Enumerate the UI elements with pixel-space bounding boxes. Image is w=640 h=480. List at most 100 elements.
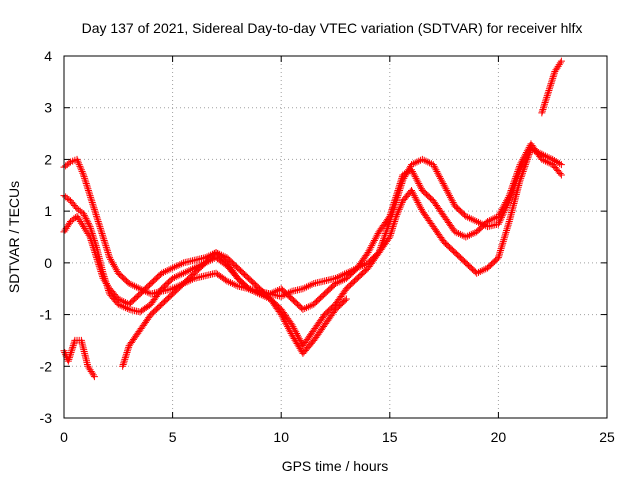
data-point bbox=[299, 305, 307, 313]
data-point bbox=[95, 261, 103, 269]
data-point bbox=[522, 159, 530, 167]
data-point bbox=[557, 57, 565, 65]
data-point bbox=[303, 304, 311, 312]
data-point bbox=[432, 166, 440, 174]
data-point bbox=[82, 215, 90, 223]
data-point bbox=[88, 240, 96, 248]
data-point bbox=[120, 298, 128, 306]
data-point bbox=[120, 359, 128, 367]
data-point bbox=[502, 228, 510, 236]
data-point bbox=[508, 183, 516, 191]
data-point bbox=[394, 209, 402, 217]
data-point bbox=[504, 223, 512, 231]
data-point bbox=[66, 352, 74, 360]
data-point bbox=[96, 266, 104, 274]
data-point bbox=[232, 281, 240, 289]
data-point bbox=[96, 224, 104, 232]
data-point bbox=[393, 188, 401, 196]
data-point bbox=[465, 231, 473, 239]
y-tick-label: -3 bbox=[40, 410, 53, 426]
data-point bbox=[88, 199, 96, 207]
data-point bbox=[85, 188, 93, 196]
data-point bbox=[74, 159, 82, 167]
data-point bbox=[68, 345, 76, 353]
data-point bbox=[170, 263, 178, 271]
data-point bbox=[214, 249, 222, 257]
data-point bbox=[223, 277, 231, 285]
data-point bbox=[494, 254, 502, 262]
data-point bbox=[499, 239, 507, 247]
data-point bbox=[227, 279, 235, 287]
data-point bbox=[119, 362, 127, 370]
data-point bbox=[540, 102, 548, 110]
data-point bbox=[179, 269, 187, 277]
data-point bbox=[174, 272, 182, 280]
data-point bbox=[408, 186, 416, 194]
data-point bbox=[299, 285, 307, 293]
data-point bbox=[163, 267, 171, 275]
data-point bbox=[277, 292, 285, 300]
data-point bbox=[412, 174, 420, 182]
data-point bbox=[335, 278, 343, 286]
data-point bbox=[99, 233, 107, 241]
data-point bbox=[118, 297, 126, 305]
data-point bbox=[518, 171, 526, 179]
data-point bbox=[473, 217, 481, 225]
data-point bbox=[469, 216, 477, 224]
data-point bbox=[97, 267, 105, 275]
data-point bbox=[411, 173, 419, 181]
data-point bbox=[386, 231, 394, 239]
data-point bbox=[389, 204, 397, 212]
data-point bbox=[76, 162, 84, 170]
data-point bbox=[245, 285, 253, 293]
y-tick-label: 0 bbox=[44, 255, 52, 271]
data-point bbox=[422, 157, 430, 165]
data-point bbox=[90, 373, 98, 381]
data-point bbox=[246, 286, 254, 294]
data-point bbox=[397, 200, 405, 208]
data-point bbox=[280, 316, 288, 324]
data-point bbox=[80, 173, 88, 181]
data-point bbox=[90, 205, 98, 213]
data-point bbox=[462, 233, 470, 241]
data-point bbox=[498, 241, 506, 249]
data-point bbox=[539, 105, 547, 113]
data-point bbox=[453, 229, 461, 237]
y-axis-label: SDTVAR / TECUs bbox=[6, 181, 22, 293]
data-point bbox=[103, 247, 111, 255]
data-point bbox=[80, 171, 88, 179]
data-point bbox=[524, 154, 532, 162]
data-point bbox=[308, 280, 316, 288]
data-point bbox=[91, 209, 99, 217]
data-point bbox=[97, 269, 105, 277]
data-point bbox=[392, 192, 400, 200]
data-point bbox=[557, 161, 565, 169]
data-point bbox=[74, 157, 82, 165]
data-point bbox=[445, 190, 453, 198]
data-point bbox=[387, 230, 395, 238]
y-tick-label: 2 bbox=[44, 151, 52, 167]
data-point bbox=[97, 226, 105, 234]
data-point bbox=[272, 287, 280, 295]
data-point bbox=[93, 212, 101, 220]
data-point bbox=[503, 225, 511, 233]
data-point bbox=[540, 156, 548, 164]
data-point bbox=[100, 236, 108, 244]
data-point bbox=[451, 228, 459, 236]
data-point bbox=[438, 178, 446, 186]
data-point bbox=[306, 302, 314, 310]
data-point bbox=[394, 207, 402, 215]
data-point bbox=[538, 150, 546, 158]
data-point bbox=[429, 161, 437, 169]
data-point bbox=[85, 221, 93, 229]
data-point bbox=[390, 219, 398, 227]
data-point bbox=[410, 192, 418, 200]
data-point bbox=[500, 234, 508, 242]
series-track-3 bbox=[60, 145, 546, 350]
data-point bbox=[478, 267, 486, 275]
data-point bbox=[342, 295, 350, 303]
data-point bbox=[81, 174, 89, 182]
data-point bbox=[494, 212, 502, 220]
data-point bbox=[79, 169, 87, 177]
data-point bbox=[467, 230, 475, 238]
